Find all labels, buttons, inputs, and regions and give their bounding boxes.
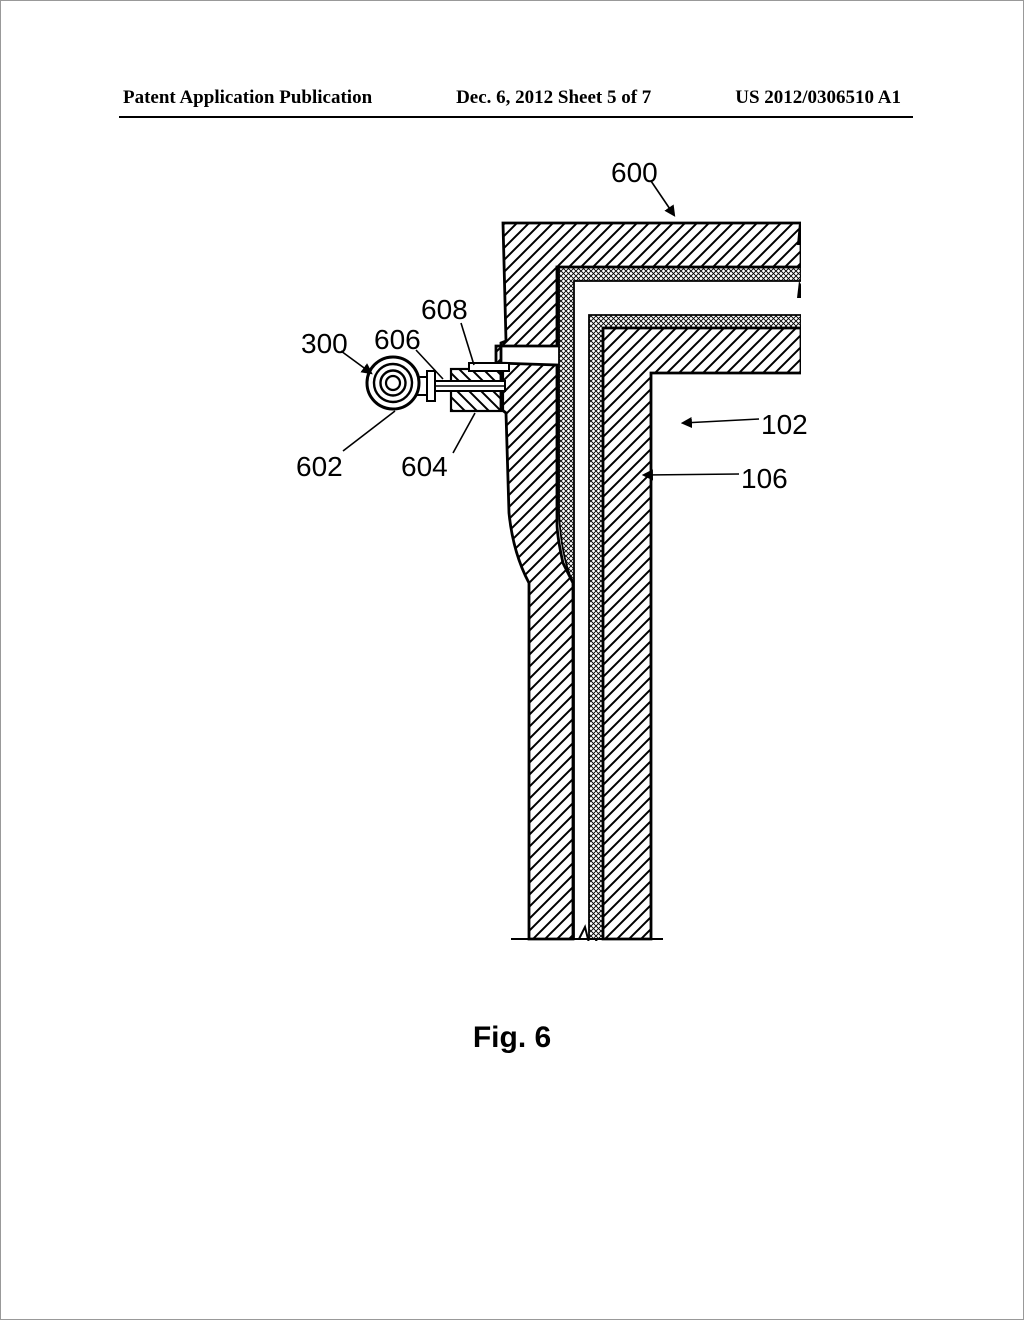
ring-300 xyxy=(367,357,419,409)
callout-300: 300 xyxy=(301,328,348,360)
page: Patent Application Publication Dec. 6, 2… xyxy=(0,0,1024,1320)
callout-102: 102 xyxy=(761,409,808,441)
header-left: Patent Application Publication xyxy=(123,87,372,109)
figure-6: 600 300 608 606 602 604 102 106 xyxy=(301,151,801,941)
callout-606: 606 xyxy=(374,324,421,356)
page-header: Patent Application Publication Dec. 6, 2… xyxy=(1,87,1023,109)
header-right: US 2012/0306510 A1 xyxy=(735,87,901,109)
callout-604: 604 xyxy=(401,451,448,483)
header-rule xyxy=(119,116,913,118)
header-middle: Dec. 6, 2012 Sheet 5 of 7 xyxy=(456,87,651,109)
callout-602: 602 xyxy=(296,451,343,483)
callout-608: 608 xyxy=(421,294,468,326)
figure-caption: Fig. 6 xyxy=(1,1021,1023,1055)
callout-106: 106 xyxy=(741,463,788,495)
flange-608 xyxy=(469,363,509,371)
callout-600: 600 xyxy=(611,157,658,189)
figure-6-svg xyxy=(301,151,801,941)
